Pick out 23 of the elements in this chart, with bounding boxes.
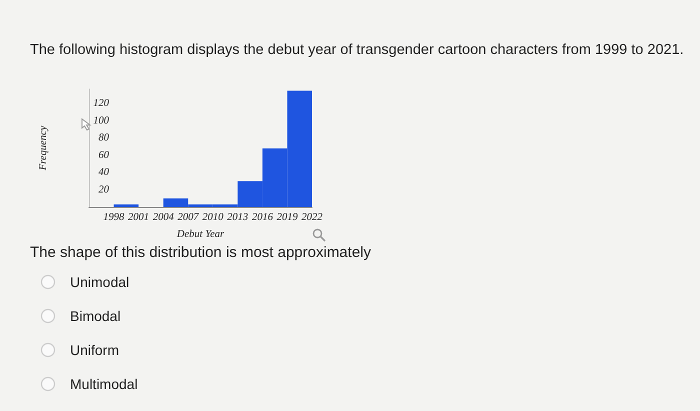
x-tick-label: 2007: [178, 212, 200, 223]
x-axis-title: Debut Year: [176, 229, 225, 240]
text: Uniform: [70, 342, 120, 358]
x-tick-label: 2022: [302, 212, 324, 223]
x-tick-label: 2001: [128, 212, 150, 223]
x-tick-label: 2019: [276, 212, 298, 223]
x-tick-label: 2004: [152, 212, 175, 223]
y-tick-label: 120: [93, 98, 110, 110]
y-tick-label: 40: [98, 167, 110, 178]
x-tick-label: 2016: [252, 212, 274, 223]
text: Unimodal: [70, 274, 130, 290]
x-tick-label: 2013: [227, 212, 248, 223]
x-tick-label: 2010: [202, 212, 224, 223]
text: Bimodal: [70, 308, 121, 324]
x-tick-label: 1998: [103, 212, 126, 223]
y-tick-label: 20: [98, 184, 110, 196]
y-tick-label: 100: [93, 115, 110, 126]
y-axis-title: Frequency: [38, 125, 49, 172]
text: The following histogram displays the debut year of transgender cartoon characters from 1999 to 2021.: [30, 42, 684, 58]
text: The shape of this distribution is most approximately: [30, 244, 371, 261]
y-tick-label: 80: [98, 132, 110, 144]
text: Multimodal: [70, 376, 138, 392]
y-tick-label: 60: [98, 150, 110, 161]
